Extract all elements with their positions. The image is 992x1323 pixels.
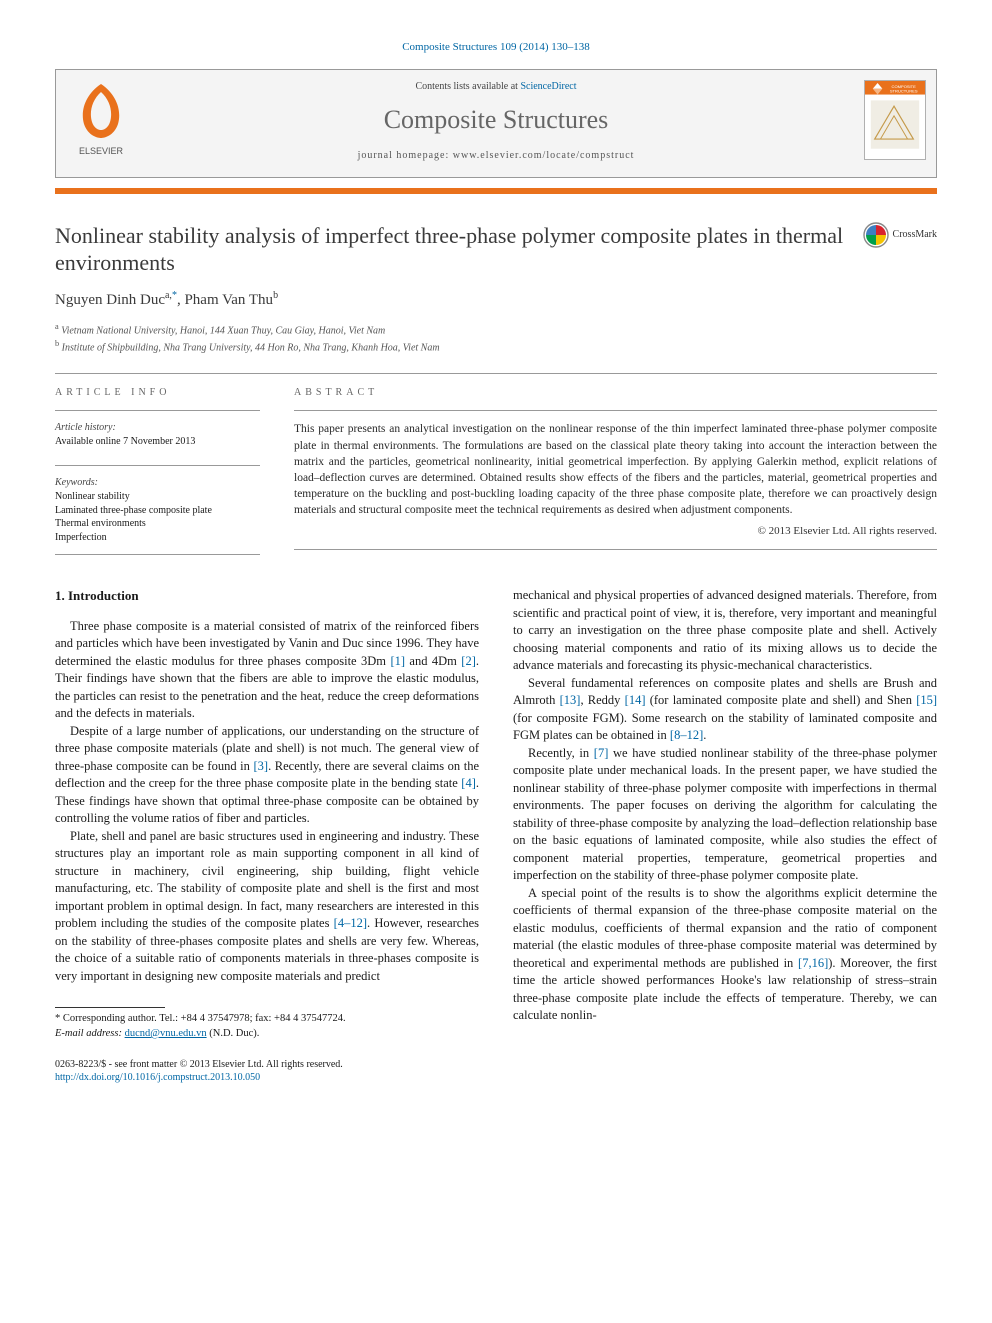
abstract-column: abstract This paper presents an analytic… xyxy=(294,386,937,565)
article-info-column: article info Article history: Available … xyxy=(55,386,260,565)
keyword: Laminated three-phase composite plate xyxy=(55,504,260,518)
contents-available-label: Contents lists available at ScienceDirec… xyxy=(156,80,836,94)
sciencedirect-link[interactable]: ScienceDirect xyxy=(520,81,576,92)
ref-link[interactable]: [8–12] xyxy=(670,728,703,742)
paragraph: Recently, in [7] we have studied nonline… xyxy=(513,745,937,885)
journal-cover-thumb: COMPOSITE STRUCTURES xyxy=(864,80,926,160)
ref-link[interactable]: [4–12] xyxy=(334,916,367,930)
keywords-label: Keywords: xyxy=(55,476,260,490)
ref-link[interactable]: [2] xyxy=(461,654,476,668)
ref-link[interactable]: [4] xyxy=(461,776,476,790)
paragraph: Plate, shell and panel are basic structu… xyxy=(55,828,479,986)
affiliations: a Vietnam National University, Hanoi, 14… xyxy=(55,321,937,356)
history-label: Article history: xyxy=(55,421,260,435)
corresponding-footnote: * Corresponding author. Tel.: +84 4 3754… xyxy=(55,1012,479,1041)
svg-text:ELSEVIER: ELSEVIER xyxy=(79,146,124,156)
email-link[interactable]: ducnd@vnu.edu.vn xyxy=(125,1028,207,1039)
article-title: Nonlinear stability analysis of imperfec… xyxy=(55,222,849,277)
article-info-label: article info xyxy=(55,386,260,400)
footer-copyright: 0263-8223/$ - see front matter © 2013 El… xyxy=(55,1058,479,1084)
keyword: Nonlinear stability xyxy=(55,490,260,504)
abstract-copyright: © 2013 Elsevier Ltd. All rights reserved… xyxy=(294,524,937,539)
crossmark-label: CrossMark xyxy=(893,228,937,242)
authors: Nguyen Dinh Duca,*, Pham Van Thub xyxy=(55,289,937,311)
header-accent-bar xyxy=(55,188,937,194)
crossmark-badge[interactable]: CrossMark xyxy=(863,222,937,248)
paragraph: Three phase composite is a material cons… xyxy=(55,618,479,723)
crossmark-icon xyxy=(863,222,889,248)
paragraph: A special point of the results is to sho… xyxy=(513,885,937,1025)
section-heading: 1. Introduction xyxy=(55,587,479,605)
right-column: mechanical and physical properties of ad… xyxy=(513,587,937,1083)
elsevier-logo: ELSEVIER xyxy=(66,80,136,158)
ref-link[interactable]: [7,16] xyxy=(798,956,828,970)
keywords-list: Nonlinear stability Laminated three-phas… xyxy=(55,490,260,544)
footnote-rule xyxy=(55,1007,165,1008)
abstract-text: This paper presents an analytical invest… xyxy=(294,421,937,518)
paragraph: Despite of a large number of application… xyxy=(55,723,479,828)
journal-reference: Composite Structures 109 (2014) 130–138 xyxy=(55,40,937,55)
journal-homepage: journal homepage: www.elsevier.com/locat… xyxy=(156,149,836,163)
doi-link[interactable]: http://dx.doi.org/10.1016/j.compstruct.2… xyxy=(55,1072,260,1083)
keyword: Thermal environments xyxy=(55,517,260,531)
ref-link[interactable]: [3] xyxy=(253,759,268,773)
history-text: Available online 7 November 2013 xyxy=(55,435,260,449)
journal-header: ELSEVIER COMPOSITE STRUCTURES Contents l… xyxy=(55,69,937,177)
left-column: 1. Introduction Three phase composite is… xyxy=(55,587,479,1083)
svg-text:STRUCTURES: STRUCTURES xyxy=(890,89,918,94)
body-text: 1. Introduction Three phase composite is… xyxy=(55,587,937,1083)
ref-link[interactable]: [15] xyxy=(916,693,937,707)
ref-link[interactable]: [14] xyxy=(625,693,646,707)
abstract-label: abstract xyxy=(294,386,937,400)
paragraph: mechanical and physical properties of ad… xyxy=(513,587,937,675)
ref-link[interactable]: [13] xyxy=(560,693,581,707)
divider xyxy=(55,373,937,374)
ref-link[interactable]: [7] xyxy=(594,746,609,760)
keyword: Imperfection xyxy=(55,531,260,545)
ref-link[interactable]: [1] xyxy=(390,654,405,668)
paragraph: Several fundamental references on compos… xyxy=(513,675,937,745)
journal-title: Composite Structures xyxy=(156,102,836,138)
